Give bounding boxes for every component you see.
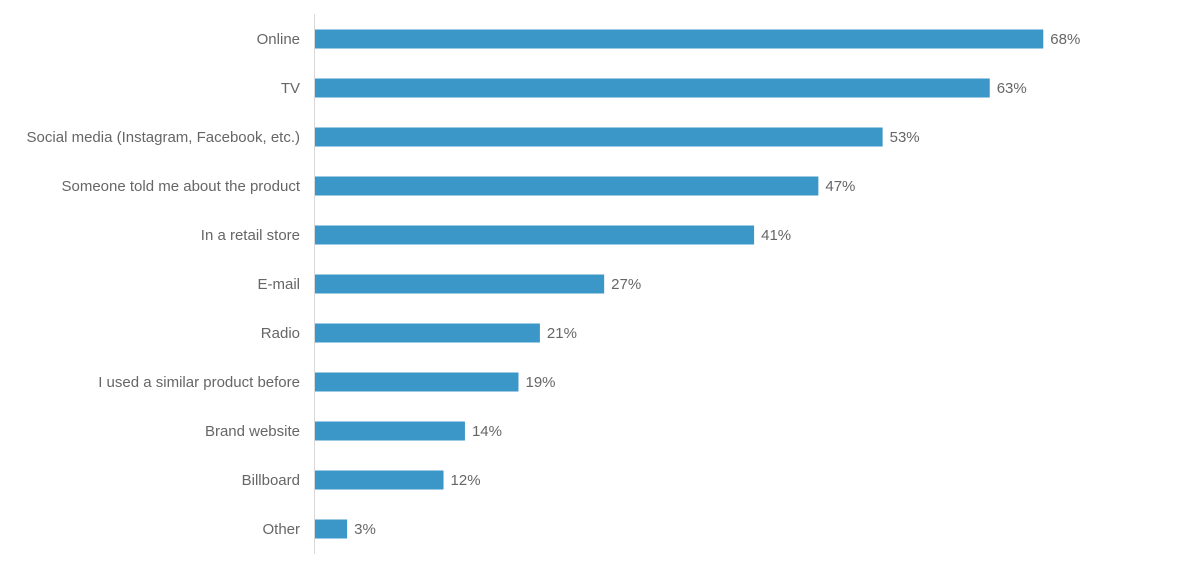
category-label: In a retail store xyxy=(201,227,300,244)
bar xyxy=(315,372,519,392)
bar xyxy=(315,323,540,343)
value-label: 12% xyxy=(451,472,481,489)
category-label: Someone told me about the product xyxy=(62,178,301,195)
category-label: E-mail xyxy=(257,276,300,293)
category-label: Other xyxy=(262,521,300,538)
value-label: 27% xyxy=(611,276,641,293)
value-label: 3% xyxy=(354,521,376,538)
category-label: Radio xyxy=(261,325,300,342)
category-label: Billboard xyxy=(242,472,300,489)
bar xyxy=(315,176,819,196)
bar xyxy=(315,274,605,294)
bar xyxy=(315,78,990,98)
value-label: 14% xyxy=(472,423,502,440)
bars-group: Online 68% TV 63% Social media (Instagram, F… xyxy=(27,29,1080,539)
value-label: 68% xyxy=(1050,31,1080,48)
bar xyxy=(315,127,883,147)
value-label: 41% xyxy=(761,227,791,244)
bar xyxy=(315,225,755,245)
category-label: I used a similar product before xyxy=(98,374,300,391)
category-label: Online xyxy=(257,31,300,48)
bar xyxy=(315,519,348,539)
category-label: Social media (Instagram, Facebook, etc.) xyxy=(27,129,300,146)
bar xyxy=(315,470,444,490)
bar xyxy=(315,29,1044,49)
value-label: 19% xyxy=(525,374,555,391)
value-label: 47% xyxy=(825,178,855,195)
value-label: 53% xyxy=(890,129,920,146)
category-label: Brand website xyxy=(205,423,300,440)
value-label: 21% xyxy=(547,325,577,342)
category-label: TV xyxy=(281,80,300,97)
bar xyxy=(315,421,465,441)
value-label: 63% xyxy=(997,80,1027,97)
